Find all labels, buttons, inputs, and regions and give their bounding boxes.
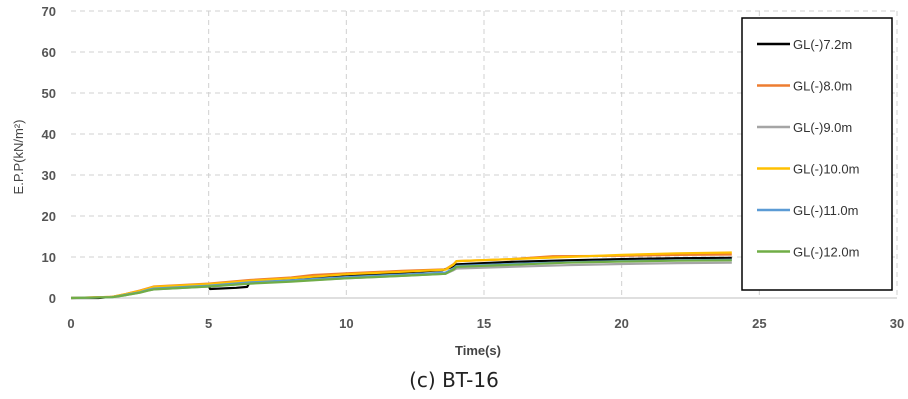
y-tick-label: 40 [42,127,56,142]
figure-caption: (c) BT-16 [409,368,499,392]
y-tick-label: 60 [42,45,56,60]
y-tick-label: 0 [49,291,56,306]
y-tick-label: 30 [42,168,56,183]
legend-label: GL(-)7.2m [793,37,852,52]
x-tick-label: 20 [614,316,628,331]
x-tick-label: 15 [477,316,491,331]
series-line-GL(-)10.0m [70,251,732,300]
series-layer [70,251,732,300]
series-line-GL(-)12.0m [70,259,732,300]
legend: GL(-)7.2m GL(-)8.0m GL(-)9.0m GL(-)10.0m GL(… [741,17,893,291]
series-line-GL(-)11.0m [70,258,732,300]
y-tick-labels: 0 10 20 30 40 50 60 70 [42,4,56,306]
legend-box [741,17,893,291]
legend-label: GL(-)11.0m [793,203,859,218]
x-tick-label: 10 [339,316,353,331]
x-tick-label: 25 [752,316,766,331]
legend-label: GL(-)12.0m [793,245,859,260]
legend-label: GL(-)9.0m [793,120,852,135]
legend-label: GL(-)10.0m [793,162,859,177]
x-tick-labels: 0 5 10 15 20 25 30 [67,316,904,331]
x-tick-label: 5 [205,316,212,331]
y-tick-label: 10 [42,250,56,265]
series-line-GL(-)9.0m [70,261,732,300]
y-axis-title: E.P.P(kN/m²) [11,120,26,195]
y-tick-label: 20 [42,209,56,224]
legend-label: GL(-)8.0m [793,79,852,94]
y-tick-label: 70 [42,4,56,19]
x-tick-label: 30 [890,316,904,331]
x-axis-title: Time(s) [455,343,501,358]
line-chart: 0 10 20 30 40 50 60 70 0 5 10 15 20 25 30 Time(s) E.P… [11,4,904,358]
y-tick-label: 50 [42,86,56,101]
x-tick-label: 0 [67,316,74,331]
